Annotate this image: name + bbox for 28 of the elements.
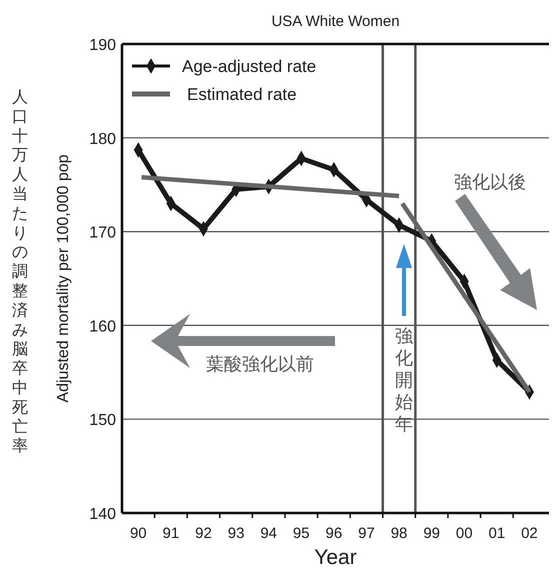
- annotation: 強化以後: [454, 172, 526, 192]
- x-tick-label: 00: [456, 525, 473, 542]
- y-tick-label: 160: [89, 318, 116, 336]
- x-tick-label: 99: [423, 525, 440, 542]
- y-axis-title: Adjusted mortality per 100,000 pop: [55, 154, 72, 403]
- x-tick-label: 92: [195, 525, 212, 542]
- y-tick-label: 150: [89, 412, 116, 430]
- legend-label: Age-adjusted rate: [182, 57, 316, 76]
- legend-label: Estimated rate: [187, 85, 297, 104]
- x-tick-label: 94: [260, 525, 278, 542]
- x-tick-label: 90: [130, 525, 147, 542]
- x-tick-label: 93: [228, 525, 244, 542]
- x-tick-label: 01: [488, 525, 506, 542]
- x-tick-label: 91: [162, 525, 180, 542]
- x-tick-label: 96: [326, 525, 342, 542]
- x-axis-title: Year: [314, 546, 357, 569]
- text: 人口十万人当たりの調整済み脳卒中死亡率: [12, 89, 28, 456]
- x-tick-label: 98: [390, 525, 408, 542]
- x-tick-label: 97: [358, 525, 375, 542]
- x-tick-label: 95: [292, 525, 310, 542]
- y-tick-label: 140: [89, 506, 116, 523]
- y-tick-label: 170: [89, 224, 116, 242]
- chart-title: USA White Women: [271, 13, 400, 30]
- y-tick-label: 180: [89, 130, 116, 148]
- annotation: 強化開始年: [395, 326, 413, 434]
- y-tick-label: 190: [89, 37, 116, 54]
- x-tick-label: 02: [521, 525, 538, 542]
- annotation: 葉酸強化以前: [206, 354, 314, 374]
